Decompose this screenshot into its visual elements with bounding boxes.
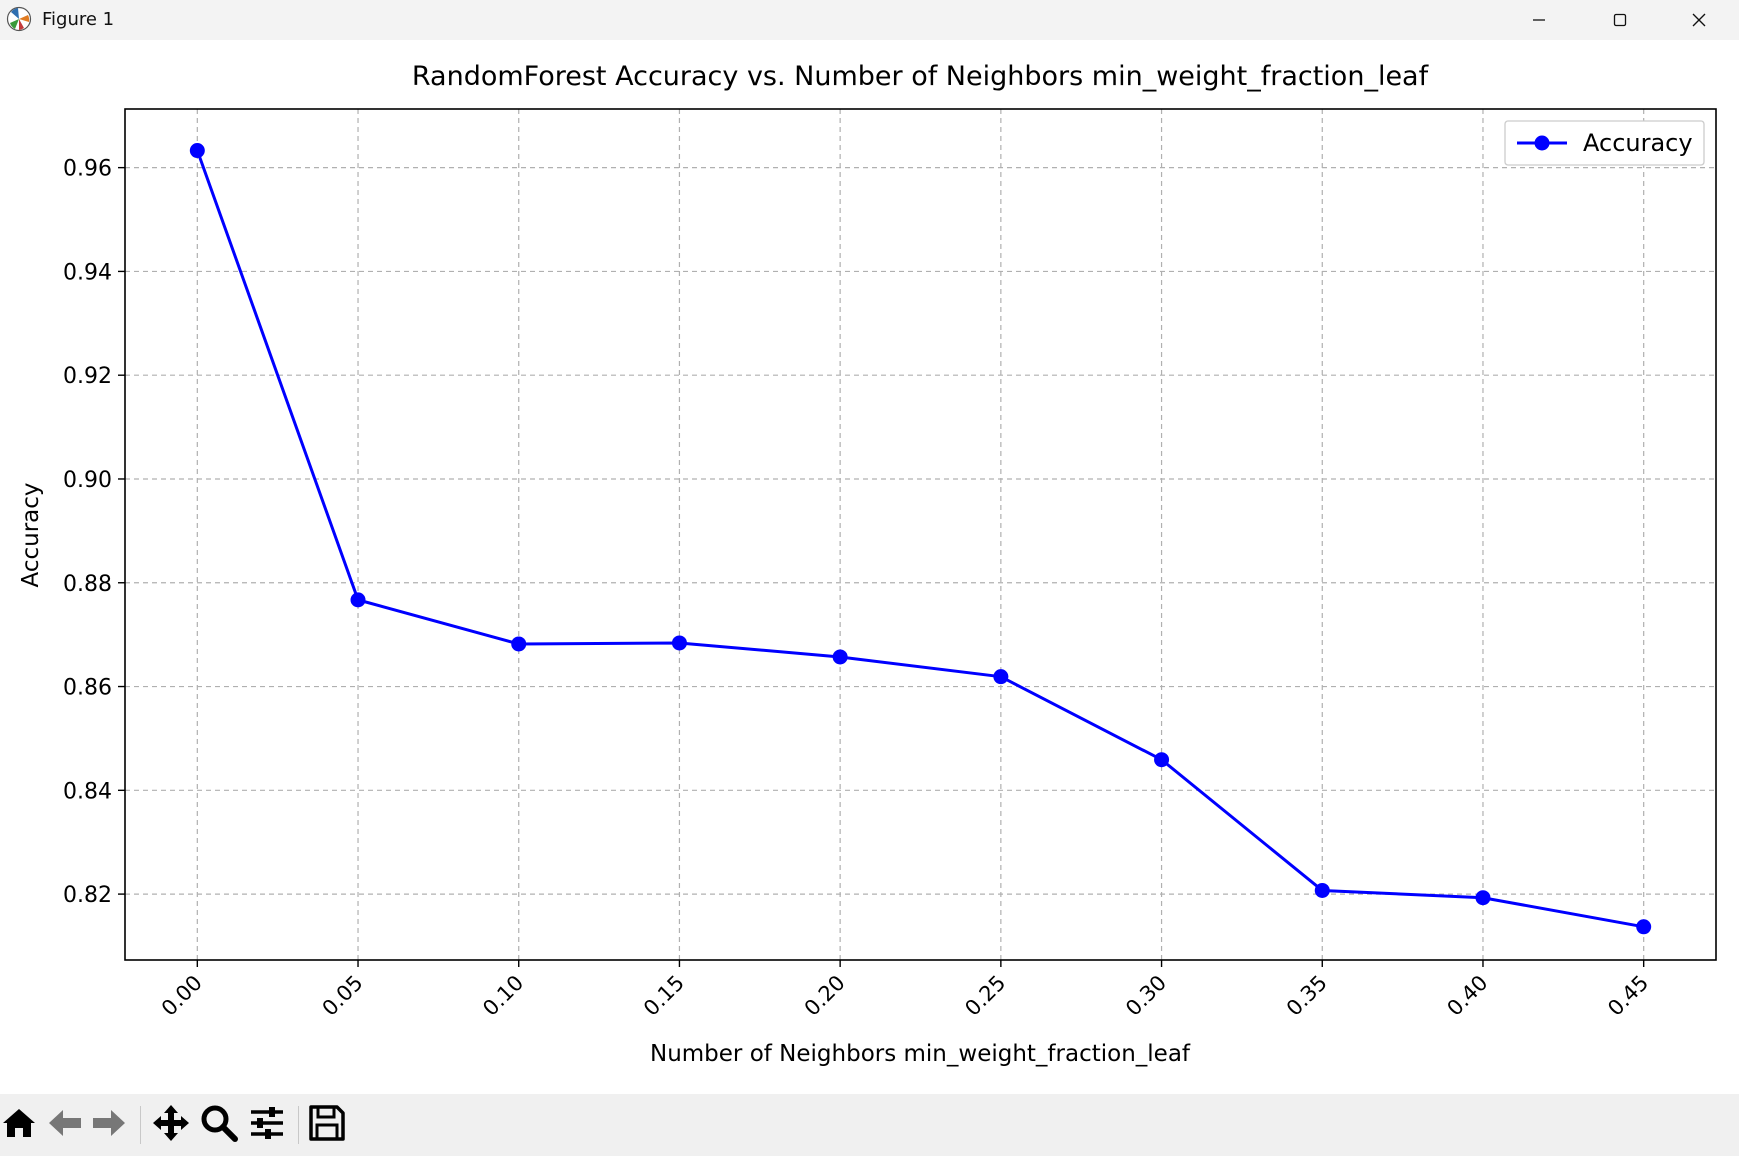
grid-lines: [125, 109, 1716, 960]
pan-button[interactable]: [148, 1102, 194, 1148]
configure-subplots-icon: [247, 1103, 287, 1147]
forward-arrow-icon: [89, 1103, 129, 1147]
data-point: [1636, 919, 1652, 935]
window-titlebar: Figure 1: [0, 0, 1739, 40]
data-point: [189, 143, 205, 159]
data-point: [1154, 752, 1170, 768]
y-tick-label: 0.86: [63, 676, 112, 701]
y-tick-label: 0.92: [63, 364, 112, 389]
x-tick-label: 0.30: [1121, 971, 1171, 1021]
legend-box: [1504, 120, 1705, 166]
series-line-accuracy: [195, 150, 1644, 929]
minimize-button[interactable]: [1499, 0, 1579, 40]
data-point: [1314, 882, 1330, 898]
close-icon: [1691, 12, 1707, 28]
legend-marker: [1534, 135, 1550, 151]
data-point: [511, 636, 527, 652]
forward-button[interactable]: [86, 1102, 132, 1148]
x-tick-label: 0.25: [960, 971, 1010, 1021]
data-point: [993, 669, 1009, 685]
x-tick-label: 0.10: [478, 971, 528, 1021]
figure-canvas[interactable]: 0.00 0.05 0.10 0.15 0.20 0.25 0.30 0.35 0.40 0.45…: [0, 40, 1739, 1094]
home-icon: [0, 1103, 39, 1147]
data-point: [350, 592, 366, 608]
save-floppy-icon: [307, 1103, 347, 1147]
x-tick-label: 0.20: [800, 971, 850, 1021]
y-tick-label: 0.90: [63, 468, 112, 493]
matplotlib-logo-icon: [6, 6, 32, 32]
home-button[interactable]: [0, 1102, 42, 1148]
x-axis-label: Number of Neighbors min_weight_fraction_…: [650, 1041, 1191, 1067]
save-button[interactable]: [304, 1102, 350, 1148]
navigation-toolbar: [0, 1094, 1739, 1156]
toolbar-separator: [140, 1106, 141, 1144]
maximize-button[interactable]: [1580, 0, 1660, 40]
configure-subplots-button[interactable]: [244, 1102, 290, 1148]
pan-move-icon: [151, 1103, 191, 1147]
data-point: [832, 649, 848, 665]
x-tick-label: 0.15: [639, 971, 689, 1021]
x-tick-label: 0.45: [1603, 971, 1653, 1021]
y-tick-label: 0.82: [63, 883, 112, 908]
close-button[interactable]: [1659, 0, 1739, 40]
window-title: Figure 1: [42, 9, 115, 30]
maximize-icon: [1612, 12, 1628, 28]
y-tick-label: 0.84: [63, 779, 112, 804]
zoom-button[interactable]: [196, 1102, 242, 1148]
x-tick-label: 0.40: [1442, 971, 1492, 1021]
y-tick-label: 0.94: [63, 260, 112, 285]
y-tick-label: 0.96: [63, 157, 112, 182]
zoom-magnifier-icon: [199, 1103, 239, 1147]
x-tick-label: 0.35: [1282, 971, 1332, 1021]
y-axis-label: Accuracy: [18, 482, 44, 587]
minimize-icon: [1531, 12, 1547, 28]
plot-frame: [124, 108, 1717, 961]
y-tick-label: 0.88: [63, 572, 112, 597]
chart-title: RandomForest Accuracy vs. Number of Neig…: [412, 61, 1430, 92]
x-tick-label: 0.05: [318, 971, 368, 1021]
legend: Accuracy: [1504, 120, 1705, 166]
series-layer: [189, 143, 1652, 935]
legend-label: Accuracy: [1583, 129, 1693, 157]
toolbar-separator: [298, 1106, 299, 1144]
data-point: [671, 635, 687, 651]
back-button[interactable]: [42, 1102, 88, 1148]
axis-ticks: 0.00 0.05 0.10 0.15 0.20 0.25 0.30 0.35 0.40 0.45…: [63, 157, 1653, 1021]
line-chart: 0.00 0.05 0.10 0.15 0.20 0.25 0.30 0.35 0.40 0.45…: [18, 61, 1717, 1067]
data-point: [1475, 890, 1491, 906]
back-arrow-icon: [45, 1103, 85, 1147]
x-tick-label: 0.00: [157, 971, 207, 1021]
